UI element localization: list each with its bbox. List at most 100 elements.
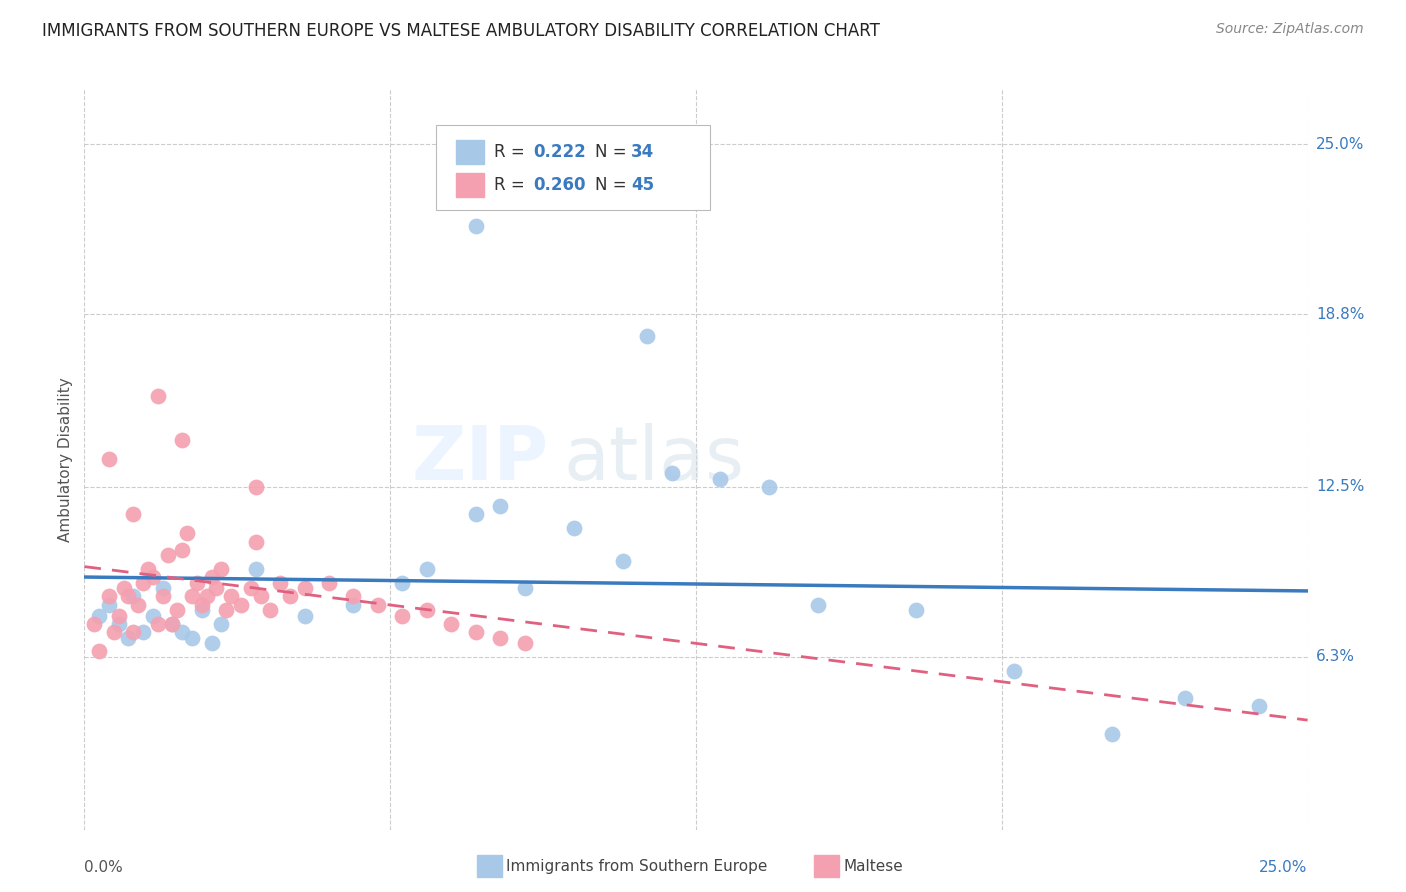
Point	[200, 636, 222, 650]
Point	[195, 590, 218, 604]
Text: R =: R =	[494, 176, 530, 194]
Point	[146, 616, 169, 631]
Point	[162, 616, 184, 631]
Point	[132, 575, 155, 590]
Text: Source: ZipAtlas.com: Source: ZipAtlas.com	[1216, 22, 1364, 37]
Point	[172, 542, 194, 557]
Point	[513, 636, 536, 650]
Point	[191, 603, 214, 617]
Point	[636, 329, 658, 343]
Point	[464, 507, 486, 521]
Point	[122, 507, 145, 521]
Point	[181, 631, 204, 645]
Point	[97, 452, 120, 467]
Point	[166, 603, 188, 617]
Point	[97, 590, 120, 604]
Text: 0.260: 0.260	[533, 176, 585, 194]
Text: 25.0%: 25.0%	[1316, 136, 1364, 152]
Text: 18.8%: 18.8%	[1316, 307, 1364, 321]
Point	[122, 590, 145, 604]
Point	[905, 603, 928, 617]
Point	[215, 603, 238, 617]
Point	[489, 631, 512, 645]
Point	[259, 603, 281, 617]
Point	[416, 562, 439, 576]
Point	[209, 616, 232, 631]
Point	[391, 608, 413, 623]
Point	[807, 598, 830, 612]
Point	[278, 590, 301, 604]
Point	[103, 625, 125, 640]
Point	[269, 575, 291, 590]
Text: ZIP: ZIP	[412, 423, 550, 496]
Point	[142, 570, 165, 584]
Text: atlas: atlas	[564, 423, 745, 496]
Point	[176, 526, 198, 541]
Point	[181, 590, 204, 604]
Text: R =: R =	[494, 143, 530, 161]
Text: IMMIGRANTS FROM SOUTHERN EUROPE VS MALTESE AMBULATORY DISABILITY CORRELATION CHA: IMMIGRANTS FROM SOUTHERN EUROPE VS MALTE…	[42, 22, 880, 40]
Point	[112, 581, 135, 595]
Point	[245, 480, 267, 494]
Point	[162, 616, 184, 631]
Point	[391, 575, 413, 590]
Point	[1247, 699, 1270, 714]
Point	[172, 625, 194, 640]
Point	[612, 554, 634, 568]
Point	[562, 521, 585, 535]
Point	[1002, 664, 1025, 678]
Point	[209, 562, 232, 576]
Point	[87, 608, 110, 623]
Point	[191, 598, 214, 612]
Point	[107, 608, 129, 623]
Text: 0.222: 0.222	[533, 143, 586, 161]
Point	[440, 616, 463, 631]
Text: 45: 45	[631, 176, 654, 194]
Text: Maltese: Maltese	[844, 859, 903, 873]
Point	[117, 590, 139, 604]
Point	[464, 219, 486, 234]
Text: 34: 34	[631, 143, 655, 161]
Point	[513, 581, 536, 595]
Point	[83, 616, 105, 631]
Point	[294, 581, 316, 595]
Point	[107, 616, 129, 631]
Point	[239, 581, 262, 595]
Point	[205, 581, 228, 595]
Point	[152, 581, 174, 595]
Point	[97, 598, 120, 612]
Y-axis label: Ambulatory Disability: Ambulatory Disability	[58, 377, 73, 541]
Point	[245, 534, 267, 549]
Point	[172, 433, 194, 447]
Point	[367, 598, 389, 612]
Point	[186, 575, 208, 590]
Text: Immigrants from Southern Europe: Immigrants from Southern Europe	[506, 859, 768, 873]
Point	[127, 598, 149, 612]
Text: 6.3%: 6.3%	[1316, 649, 1355, 665]
Point	[87, 644, 110, 658]
Text: N =: N =	[595, 176, 631, 194]
Point	[416, 603, 439, 617]
Point	[156, 549, 179, 563]
Point	[146, 389, 169, 403]
Point	[122, 625, 145, 640]
Point	[132, 625, 155, 640]
Text: 0.0%: 0.0%	[84, 860, 124, 875]
Point	[661, 466, 683, 480]
Point	[1174, 690, 1197, 705]
Point	[136, 562, 159, 576]
Point	[342, 598, 364, 612]
Text: N =: N =	[595, 143, 631, 161]
Point	[758, 480, 780, 494]
Point	[342, 590, 364, 604]
Text: 12.5%: 12.5%	[1316, 479, 1364, 494]
Point	[489, 499, 512, 513]
Point	[318, 575, 340, 590]
Point	[152, 590, 174, 604]
Point	[249, 590, 271, 604]
Point	[219, 590, 242, 604]
Point	[142, 608, 165, 623]
Text: 25.0%: 25.0%	[1260, 860, 1308, 875]
Point	[200, 570, 222, 584]
Point	[229, 598, 252, 612]
